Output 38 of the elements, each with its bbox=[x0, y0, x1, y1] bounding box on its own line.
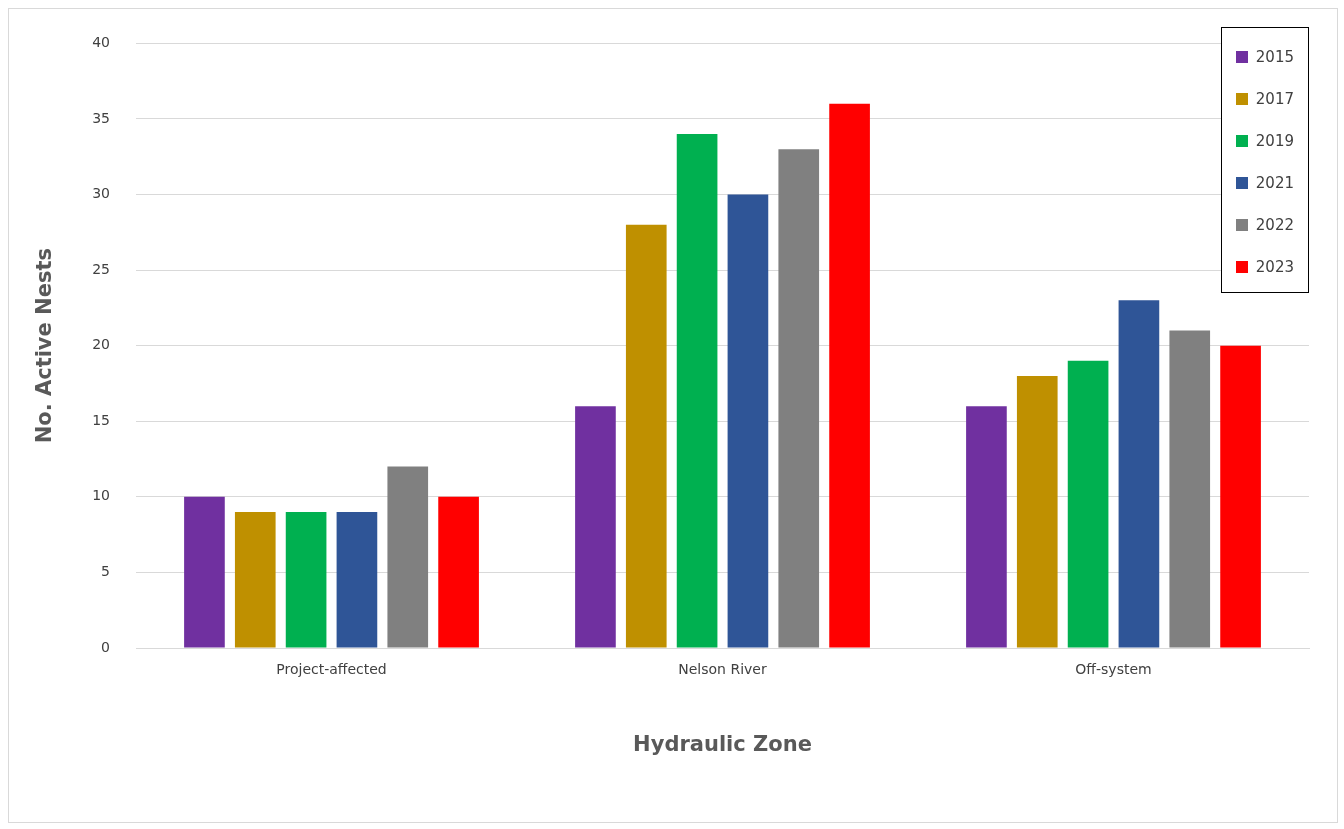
y-tick-label: 30 bbox=[92, 185, 111, 202]
y-tick-label: 0 bbox=[101, 638, 111, 655]
bar bbox=[966, 406, 1007, 648]
bar bbox=[676, 134, 718, 648]
legend-label: 2017 bbox=[1255, 90, 1294, 108]
legend-label: 2021 bbox=[1255, 174, 1294, 192]
y-tick-label: 5 bbox=[101, 563, 111, 580]
bar bbox=[1220, 345, 1261, 648]
bar bbox=[1118, 300, 1160, 648]
bar bbox=[336, 511, 378, 648]
bar bbox=[1169, 330, 1211, 648]
bar bbox=[184, 496, 225, 648]
bar bbox=[625, 224, 667, 648]
bar bbox=[438, 496, 479, 648]
legend-label: 2022 bbox=[1255, 216, 1294, 234]
bar bbox=[778, 149, 820, 648]
x-axis-title: Hydraulic Zone bbox=[633, 731, 812, 756]
y-tick-label: 15 bbox=[92, 411, 111, 428]
y-tick-label: 35 bbox=[92, 109, 111, 126]
x-tick-label: Off-system bbox=[1075, 661, 1152, 678]
x-tick-label: Nelson River bbox=[678, 661, 767, 678]
bar bbox=[234, 511, 276, 648]
y-tick-label: 10 bbox=[92, 487, 111, 504]
y-tick-label: 25 bbox=[92, 260, 111, 277]
y-tick-label: 20 bbox=[92, 336, 111, 353]
bar bbox=[829, 103, 870, 648]
legend-label: 2023 bbox=[1255, 258, 1294, 276]
bar bbox=[575, 406, 616, 648]
bar bbox=[285, 511, 327, 648]
legend-label: 2019 bbox=[1255, 132, 1294, 150]
legend-label: 2015 bbox=[1255, 48, 1294, 66]
bar bbox=[727, 194, 769, 648]
bar bbox=[1016, 375, 1058, 648]
x-tick-label: Project-affected bbox=[276, 661, 387, 678]
y-axis-title: No. Active Nests bbox=[32, 248, 57, 444]
bar bbox=[1067, 360, 1109, 648]
y-tick-label: 40 bbox=[92, 34, 111, 51]
bar bbox=[387, 466, 429, 648]
